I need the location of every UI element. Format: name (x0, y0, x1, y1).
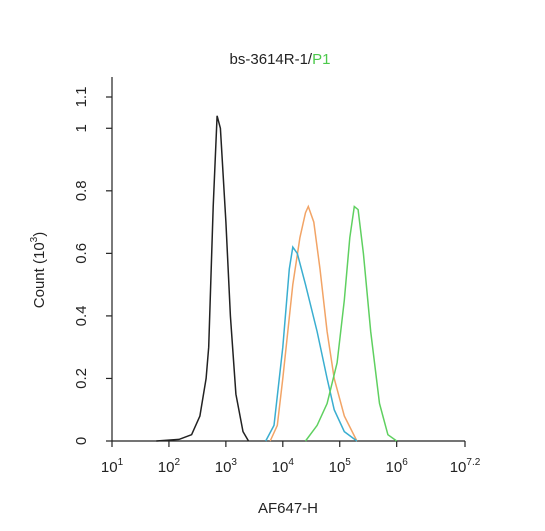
histogram-line (156, 115, 250, 442)
y-tick-label: 1.1 (73, 87, 90, 108)
y-tick-label: 0 (73, 437, 90, 445)
histogram-line (269, 204, 358, 442)
x-tick-label: 103 (215, 457, 238, 476)
title-suffix: P1 (312, 51, 330, 68)
x-tick-label: 101 (101, 457, 124, 476)
x-tick-label: 107.2 (450, 457, 481, 476)
title-main: bs-3614R-1/ (230, 51, 313, 68)
chart-title: bs-3614R-1/P1 (230, 51, 331, 68)
y-tick-label: 0.6 (73, 243, 90, 264)
y-tick-label: 0.4 (73, 305, 90, 326)
x-tick-label: 105 (329, 457, 352, 476)
x-tick-label: 104 (272, 457, 295, 476)
x-tick-label: 106 (386, 457, 409, 476)
x-axis-label: AF647-H (258, 500, 318, 517)
y-tick-label: 1 (73, 124, 90, 132)
y-tick-label: 0.2 (73, 368, 90, 389)
histogram-line (265, 245, 358, 442)
y-axis-label: Count (103) (29, 232, 48, 308)
y-tick-label: 0.8 (73, 180, 90, 201)
x-tick-label: 102 (158, 457, 181, 476)
histogram-line (304, 205, 398, 442)
